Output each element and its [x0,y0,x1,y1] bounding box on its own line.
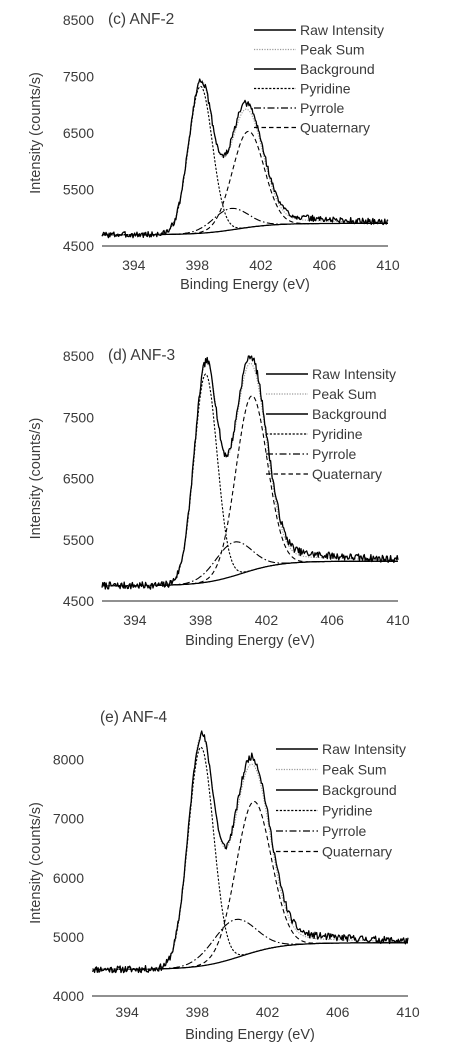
chart-panel-e: 4000 5000 6000 7000 8000 394 398 402 406 410 Bindi… [28,709,420,1043]
legend-label: Pyrrole [312,446,357,462]
y-tick-label: 7000 [53,811,84,827]
legend-label: Pyridine [312,426,363,442]
legend-label: Quaternary [312,466,382,482]
legend-label: Pyridine [300,81,351,97]
x-tick-label: 402 [249,257,273,273]
y-tick-label: 6000 [53,870,84,886]
x-tick-label: 398 [186,1004,210,1020]
chart-panel-c: 4500 5500 6500 7500 8500 394 398 402 406 410 Bindi… [28,11,400,293]
series-background [92,942,408,971]
legend-label: Pyrrole [322,823,367,839]
chart-panel-d: 4500 5500 6500 7500 8500 394 398 402 406 410 Bindi… [28,347,410,649]
series-raw-intensity [101,78,389,239]
series-pyrrole [92,918,408,970]
legend-label: Peak Sum [300,42,365,58]
x-tick-label: 394 [123,612,147,628]
series-peak-sum [102,79,388,236]
y-axis-label: Intensity (counts/s) [28,72,44,194]
legend-label: Peak Sum [322,762,387,778]
x-tick-label: 402 [256,1004,280,1020]
legend-label: Raw Intensity [300,22,384,38]
legend: Raw Intensity Peak Sum Background Pyridine P… [254,22,384,136]
y-tick-label: 7500 [63,69,94,85]
series-quaternary [102,395,398,587]
legend-label: Raw Intensity [322,741,406,757]
y-tick-label: 4000 [53,988,84,1004]
legend: Raw Intensity Peak Sum Background Pyridine P… [266,366,396,482]
legend-label: Background [322,782,397,798]
chart-title: (c) ANF-2 [108,11,174,28]
y-axis-label: Intensity (counts/s) [28,418,44,540]
series-pyrrole [102,541,398,587]
y-tick-label: 7500 [63,409,94,425]
chart-title: (e) ANF-4 [100,709,168,726]
legend-label: Pyridine [322,803,373,819]
series-pyrrole [102,207,388,236]
y-tick-label: 4500 [63,238,94,254]
legend-label: Quaternary [322,844,392,860]
x-tick-label: 398 [189,612,213,628]
y-tick-label: 5500 [63,182,94,198]
x-tick-label: 406 [321,612,345,628]
x-tick-label: 402 [255,612,279,628]
x-tick-label: 410 [376,257,400,273]
series-quaternary [102,130,388,236]
x-axis-label: Binding Energy (eV) [185,633,315,649]
y-tick-label: 5500 [63,532,94,548]
x-tick-label: 410 [396,1004,420,1020]
legend-label: Peak Sum [312,386,377,402]
legend-label: Raw Intensity [312,366,396,382]
series-raw-intensity [101,355,399,590]
y-tick-label: 5000 [53,929,84,945]
y-tick-label: 4500 [63,593,94,609]
y-tick-label: 6500 [63,471,94,487]
series-raw-intensity [91,730,409,974]
x-tick-label: 398 [186,257,210,273]
series-background [102,560,398,587]
legend-label: Pyrrole [300,100,345,116]
x-tick-label: 394 [115,1004,139,1020]
y-tick-label: 8000 [53,752,84,768]
y-tick-label: 8500 [63,348,94,364]
legend: Raw Intensity Peak Sum Background Pyridine P… [276,741,406,860]
y-tick-label: 8500 [63,12,94,28]
x-tick-label: 410 [386,612,410,628]
x-axis-label: Binding Energy (eV) [185,1027,315,1043]
legend-label: Quaternary [300,120,370,136]
x-tick-label: 406 [313,257,337,273]
x-tick-label: 406 [326,1004,350,1020]
y-tick-label: 6500 [63,125,94,141]
legend-label: Background [300,61,375,77]
x-tick-label: 394 [122,257,146,273]
legend-label: Background [312,406,387,422]
chart-title: (d) ANF-3 [108,347,175,364]
x-axis-label: Binding Energy (eV) [180,277,310,293]
y-axis-label: Intensity (counts/s) [28,802,44,924]
